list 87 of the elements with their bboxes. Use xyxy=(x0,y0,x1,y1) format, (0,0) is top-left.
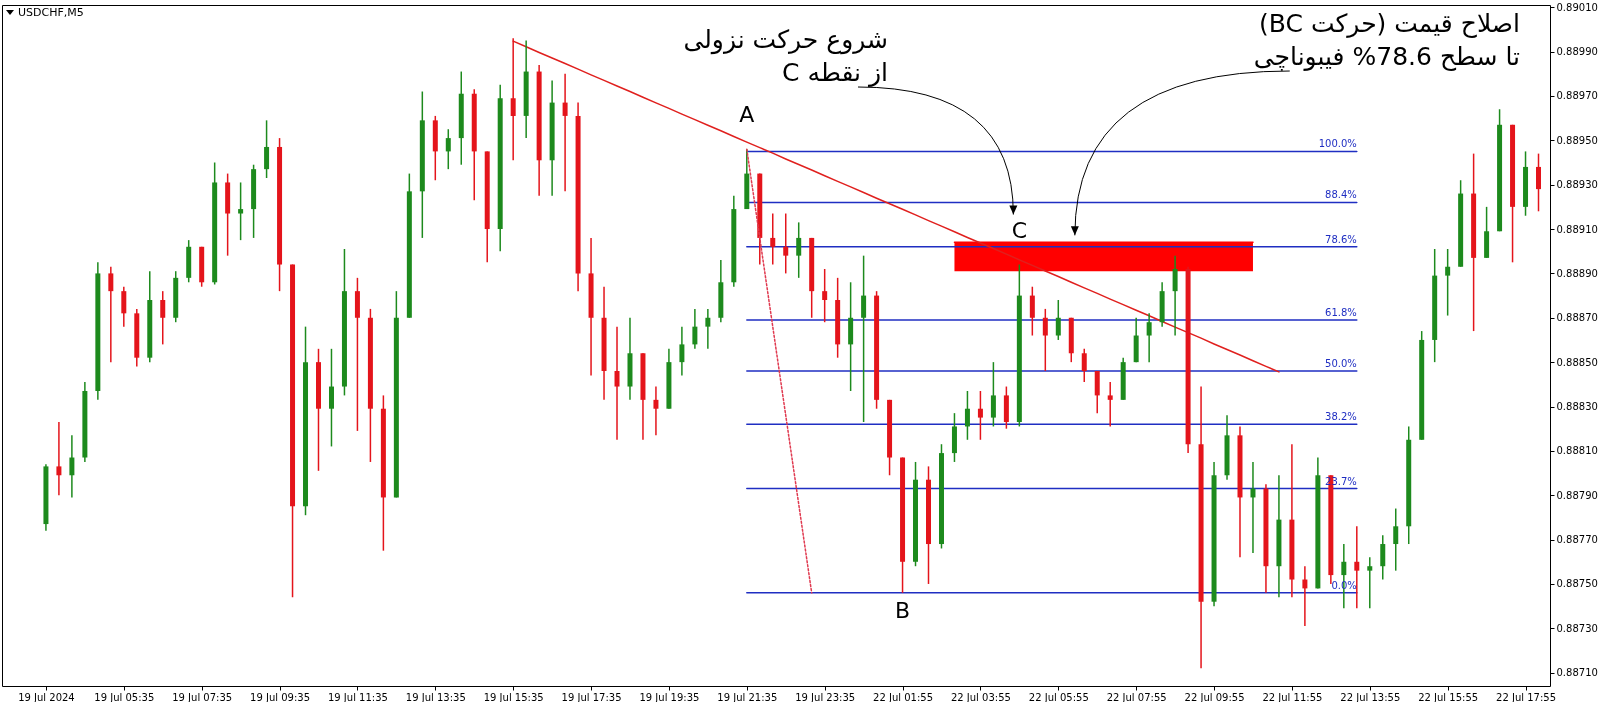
y-tick-label: 0.88750 xyxy=(1556,578,1598,590)
candlestick xyxy=(1367,556,1373,610)
candlestick xyxy=(328,348,334,448)
x-tick-label: 19 Jul 09:35 xyxy=(250,691,311,702)
y-tick-label: 0.88910 xyxy=(1556,223,1598,235)
x-tick-label: 19 Jul 17:35 xyxy=(561,691,622,702)
candlestick xyxy=(56,421,62,496)
x-tick-label: 19 Jul 15:35 xyxy=(483,691,544,702)
x-tick-label: 22 Jul 11:55 xyxy=(1262,691,1323,702)
line-series xyxy=(746,148,813,594)
candlestick xyxy=(679,325,685,377)
candlestick xyxy=(796,221,802,279)
y-tick-label: 0.88790 xyxy=(1556,489,1598,501)
annotation: شروع حرکت نزولی از نقطه C xyxy=(683,24,888,89)
y-tick-label: 0.88770 xyxy=(1556,534,1598,546)
candlestick xyxy=(783,212,789,275)
candlestick xyxy=(108,266,114,363)
series-label: 50.0% xyxy=(1325,358,1357,370)
candlestick xyxy=(990,361,996,428)
candlestick xyxy=(1172,254,1178,337)
candlestick xyxy=(861,254,867,423)
candlestick xyxy=(264,119,270,179)
candlestick xyxy=(1250,461,1256,554)
candlestick xyxy=(822,268,828,323)
y-tick-label: 0.88850 xyxy=(1556,356,1598,368)
annotation: اصلاح قیمت (حرکت BC) تا سطح 78.6% فیبوناچی xyxy=(1253,8,1520,73)
series-label: 100.0% xyxy=(1318,138,1357,150)
candlestick xyxy=(705,308,711,350)
x-tick-label: 22 Jul 09:55 xyxy=(1184,691,1245,702)
candlestick xyxy=(614,325,620,441)
series-label: 88.4% xyxy=(1325,189,1357,201)
x-tick-label: 19 Jul 2024 xyxy=(18,691,75,702)
candlestick xyxy=(1029,285,1035,337)
candlestick xyxy=(1445,248,1451,317)
annotation: B xyxy=(895,597,911,623)
y-tick-label: 0.88710 xyxy=(1556,667,1598,679)
x-tick-label: 19 Jul 19:35 xyxy=(639,691,700,702)
x-tick-label: 19 Jul 21:35 xyxy=(717,691,778,702)
x-tick-label: 19 Jul 11:35 xyxy=(327,691,388,702)
candlestick xyxy=(445,128,451,170)
candlestick xyxy=(653,385,659,437)
y-tick-label: 0.89010 xyxy=(1556,1,1598,13)
candlestick xyxy=(770,212,776,266)
x-tick-label: 22 Jul 07:55 xyxy=(1106,691,1167,702)
candlestick xyxy=(692,308,698,350)
candlestick xyxy=(1302,565,1308,627)
candlestick xyxy=(1055,299,1061,341)
chart-title: USDCHF,M5 xyxy=(18,6,84,19)
x-tick-label: 22 Jul 01:55 xyxy=(873,691,934,702)
series-label: 38.2% xyxy=(1325,411,1357,423)
y-tick-label: 0.88730 xyxy=(1556,622,1598,634)
y-tick-label: 0.88830 xyxy=(1556,401,1598,412)
y-tick-label: 0.88970 xyxy=(1556,90,1598,102)
series-label: 78.6% xyxy=(1325,233,1357,245)
candlestick xyxy=(1146,312,1152,363)
candlestick xyxy=(160,290,166,346)
candlestick xyxy=(69,434,75,499)
x-tick-label: 19 Jul 07:35 xyxy=(172,691,233,702)
candlestick xyxy=(1380,534,1386,581)
candlestick xyxy=(1354,525,1360,610)
candlestick xyxy=(1042,308,1048,372)
candlestick xyxy=(1536,152,1542,213)
x-tick-label: 22 Jul 03:55 xyxy=(950,691,1011,702)
y-tick-label: 0.88890 xyxy=(1556,267,1598,279)
candlestick xyxy=(1393,507,1399,572)
candlestick xyxy=(964,390,970,441)
x-tick-label: 22 Jul 17:55 xyxy=(1496,691,1557,702)
candlestick xyxy=(1107,381,1113,428)
x-tick-label: 22 Jul 15:55 xyxy=(1418,691,1479,702)
annotation: C xyxy=(1011,217,1028,243)
candlestick xyxy=(121,285,127,328)
x-tick-label: 19 Jul 05:35 xyxy=(94,691,155,702)
x-tick-label: 22 Jul 13:55 xyxy=(1340,691,1401,702)
candlestick xyxy=(977,390,983,441)
series-label: 61.8% xyxy=(1325,306,1357,318)
candlestick xyxy=(562,73,568,193)
annotation: A xyxy=(739,102,755,128)
x-tick-label: 19 Jul 13:35 xyxy=(405,691,466,702)
x-tick-label: 19 Jul 23:35 xyxy=(795,691,856,702)
y-tick-label: 0.88990 xyxy=(1556,46,1598,58)
candlestick xyxy=(1081,348,1087,383)
y-tick-label: 0.88950 xyxy=(1556,134,1598,146)
y-tick-label: 0.88870 xyxy=(1556,312,1598,324)
x-tick-label: 22 Jul 05:55 xyxy=(1028,691,1089,702)
candlestick xyxy=(238,181,244,241)
y-tick-label: 0.88930 xyxy=(1556,179,1598,191)
y-tick-label: 0.88810 xyxy=(1556,445,1598,457)
